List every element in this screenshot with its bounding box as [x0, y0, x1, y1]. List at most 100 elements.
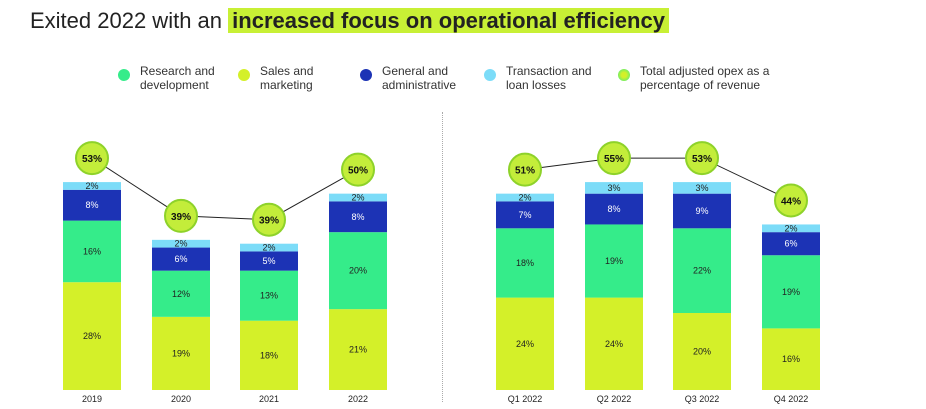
green-dot-icon: [118, 69, 130, 81]
legend: Research and development Sales and marke…: [0, 64, 926, 104]
bar-segment-rnd: [329, 232, 387, 310]
total-label: 53%: [82, 154, 102, 165]
legend-item-total: Total adjusted opex as a percentage of r…: [618, 64, 780, 92]
x-tick-label: Q2 2022: [597, 394, 632, 404]
bar-segment-ga: [673, 193, 731, 229]
bar-segment-ga: [762, 232, 820, 256]
bar-segment-rnd: [496, 228, 554, 298]
bar-segment-sales: [240, 320, 298, 390]
x-tick-label: Q4 2022: [774, 394, 809, 404]
bar-segment-ga: [585, 193, 643, 225]
total-bubble: [252, 202, 286, 237]
bar-segment-rnd: [63, 220, 121, 283]
bar-label-sales: 21%: [349, 345, 367, 355]
bar-label-rnd: 20%: [349, 266, 367, 276]
bar-segment-rnd: [152, 270, 210, 317]
bar-segment-tx: [152, 239, 210, 248]
total-label: 53%: [692, 154, 712, 165]
bar-label-tx: 2%: [85, 181, 98, 191]
bar-label-ga: 8%: [607, 204, 620, 214]
bar-label-sales: 28%: [83, 331, 101, 341]
lime-dot-icon: [238, 69, 250, 81]
bar-label-sales: 24%: [516, 339, 534, 349]
legend-label: Transaction and loan losses: [506, 64, 592, 92]
bar-label-ga: 7%: [518, 210, 531, 220]
bar-segment-ga: [152, 247, 210, 271]
bar-label-tx: 2%: [351, 193, 364, 203]
total-bubble: [597, 141, 631, 176]
total-label: 51%: [515, 166, 535, 177]
bar-segment-ga: [329, 201, 387, 233]
bar-segment-rnd: [240, 270, 298, 321]
x-tick-label: Q1 2022: [508, 394, 543, 404]
bar-segment-sales: [63, 282, 121, 390]
bar-label-tx: 2%: [174, 239, 187, 249]
bar-segment-tx: [63, 182, 121, 190]
legend-item-tx: Transaction and loan losses: [484, 64, 592, 92]
panel-divider: [442, 112, 443, 402]
legend-label: Sales and marketing: [260, 64, 314, 92]
bar-segment-sales: [496, 297, 554, 390]
bar-label-ga: 5%: [262, 256, 275, 266]
bar-label-ga: 6%: [784, 239, 797, 249]
bar-label-rnd: 19%: [782, 287, 800, 297]
bar-label-ga: 9%: [695, 206, 708, 216]
bar-segment-sales: [673, 313, 731, 390]
total-label: 50%: [348, 166, 368, 177]
bar-segment-rnd: [585, 224, 643, 298]
bar-label-sales: 16%: [782, 354, 800, 364]
bar-label-tx: 3%: [695, 183, 708, 193]
bar-label-ga: 8%: [351, 212, 364, 222]
bar-label-ga: 8%: [85, 200, 98, 210]
bar-segment-ga: [240, 251, 298, 271]
total-line: [524, 157, 792, 201]
x-tick-label: 2022: [348, 394, 368, 404]
legend-label: Research and development: [140, 64, 215, 92]
bar-label-sales: 20%: [693, 347, 711, 357]
bar-segment-rnd: [762, 255, 820, 329]
bar-label-sales: 18%: [260, 350, 278, 360]
bar-label-rnd: 22%: [693, 266, 711, 276]
bar-segment-sales: [762, 328, 820, 390]
total-label: 39%: [259, 216, 279, 227]
total-bubble: [508, 152, 542, 187]
bar-label-rnd: 18%: [516, 258, 534, 268]
total-line: [91, 157, 359, 221]
navy-dot-icon: [360, 69, 372, 81]
bar-segment-sales: [329, 309, 387, 390]
x-tick-label: 2021: [259, 394, 279, 404]
bar-label-tx: 2%: [784, 223, 797, 233]
total-bubble: [685, 141, 719, 176]
bar-segment-ga: [63, 189, 121, 221]
total-bubble: [341, 152, 375, 187]
bar-label-sales: 19%: [172, 348, 190, 358]
bar-segment-tx: [240, 243, 298, 252]
bar-label-tx: 2%: [262, 243, 275, 253]
bar-label-ga: 6%: [174, 254, 187, 264]
legend-item-sales: Sales and marketing: [238, 64, 320, 92]
total-bubble: [774, 183, 808, 218]
bar-segment-tx: [329, 193, 387, 202]
total-label: 39%: [171, 212, 191, 223]
total-label: 44%: [781, 196, 801, 207]
x-tick-label: 2019: [82, 394, 102, 404]
legend-label: General and administrative: [382, 64, 457, 92]
total-bubble: [75, 141, 109, 176]
gradient-dot-icon: [618, 69, 630, 81]
bar-segment-ga: [496, 201, 554, 229]
x-tick-label: 2020: [171, 394, 191, 404]
bar-segment-rnd: [673, 228, 731, 313]
bar-label-sales: 24%: [605, 339, 623, 349]
bar-segment-tx: [496, 193, 554, 202]
bar-segment-tx: [585, 182, 643, 194]
bar-label-rnd: 12%: [172, 289, 190, 299]
total-bubble: [164, 198, 198, 233]
bar-label-tx: 3%: [607, 183, 620, 193]
bar-segment-sales: [585, 297, 643, 390]
page-title: Exited 2022 with an increased focus on o…: [30, 4, 669, 38]
bar-label-rnd: 16%: [83, 246, 101, 256]
bar-segment-tx: [673, 182, 731, 194]
legend-item-ga: General and administrative: [360, 64, 462, 92]
bar-label-tx: 2%: [518, 193, 531, 203]
